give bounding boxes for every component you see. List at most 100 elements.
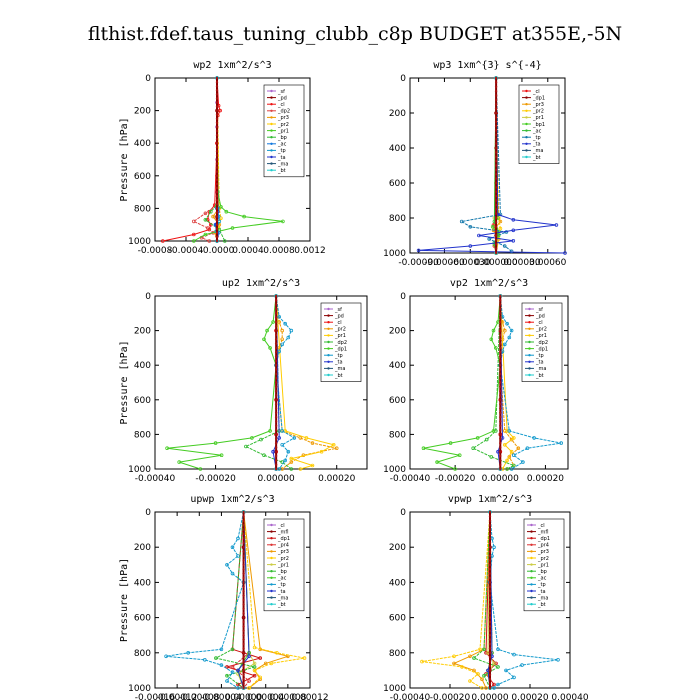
zero-line-marker xyxy=(242,616,245,619)
legend-entry: _pr1 xyxy=(532,115,544,121)
zero-line-marker xyxy=(499,294,502,298)
legend-entry: _ma xyxy=(537,595,548,601)
zero-line-marker xyxy=(215,154,219,157)
zero-line-marker xyxy=(499,385,502,388)
zero-line-marker xyxy=(274,307,278,311)
data-point xyxy=(230,670,235,674)
data-point xyxy=(502,342,507,347)
data-point xyxy=(509,437,514,442)
zero-line-marker xyxy=(215,105,219,108)
zero-line-marker xyxy=(488,550,492,553)
zero-line-marker xyxy=(499,325,502,328)
series-line xyxy=(499,295,515,470)
y-tick-label: 400 xyxy=(389,144,406,154)
legend-entry: _dp2 xyxy=(535,340,548,346)
zero-line-marker xyxy=(215,137,219,141)
legend-marker xyxy=(525,89,528,93)
zero-line-marker xyxy=(494,146,498,150)
zero-line-marker xyxy=(499,329,502,332)
data-point xyxy=(448,441,453,445)
zero-line-marker xyxy=(488,581,492,584)
data-point xyxy=(502,429,507,433)
zero-line-marker xyxy=(215,235,219,239)
legend-entry: _pr3 xyxy=(532,102,544,108)
series-line xyxy=(421,511,491,689)
data-point xyxy=(331,442,336,447)
data-point xyxy=(304,436,309,440)
zero-line-marker xyxy=(215,121,219,125)
x-tick-label: -0.00040 xyxy=(390,474,431,484)
data-point xyxy=(263,661,268,666)
zero-line-marker xyxy=(494,251,498,255)
zero-line-marker xyxy=(494,199,498,202)
x-tick-label: 0.00030 xyxy=(503,258,540,268)
zero-line-marker xyxy=(499,394,502,397)
zero-line-marker xyxy=(242,554,245,558)
zero-line-marker xyxy=(494,155,498,158)
zero-line-marker xyxy=(242,634,245,637)
zero-line-marker xyxy=(274,325,278,328)
zero-line-marker xyxy=(274,303,278,306)
legend-marker xyxy=(327,327,330,330)
data-point xyxy=(416,248,421,253)
series-bp xyxy=(203,76,227,243)
zero-line-marker xyxy=(242,686,245,690)
legend-entry: _bt xyxy=(277,168,286,174)
legend-marker xyxy=(270,556,273,560)
data-point xyxy=(452,661,456,666)
plot-frame xyxy=(154,77,311,242)
legend-entry: _bt xyxy=(334,373,343,379)
legend-entry: _pr2 xyxy=(532,109,544,115)
data-point xyxy=(280,429,285,433)
data-point xyxy=(262,337,266,342)
panel-2: wp3 1xm^{3} s^{-4}02004006008001000-0.00… xyxy=(383,60,567,268)
legend-entry: _cl xyxy=(535,320,543,326)
zero-line-marker xyxy=(494,103,498,106)
zero-line-marker xyxy=(242,519,245,522)
zero-line-marker xyxy=(215,239,219,243)
zero-line-marker xyxy=(488,576,492,580)
legend-entry: _ta xyxy=(532,142,541,148)
x-tick-label: 0.0012 xyxy=(294,246,326,256)
data-point xyxy=(492,545,496,549)
data-point xyxy=(177,460,182,464)
zero-line-marker xyxy=(494,221,498,224)
data-point xyxy=(265,328,269,333)
data-point xyxy=(310,441,315,445)
y-tick-label: 800 xyxy=(134,430,151,440)
legend-marker xyxy=(270,103,273,106)
data-point xyxy=(192,239,196,243)
legend-marker xyxy=(528,314,531,317)
legend-entry: _bp1 xyxy=(532,122,545,128)
y-tick-label: 200 xyxy=(389,327,406,337)
zero-line-marker xyxy=(242,515,245,518)
data-point xyxy=(252,668,257,673)
zero-line-marker xyxy=(274,402,278,406)
data-point xyxy=(482,673,486,678)
x-tick-label: 0.00020 xyxy=(318,474,355,484)
zero-line-marker xyxy=(274,389,278,393)
data-point xyxy=(277,314,282,319)
data-point xyxy=(520,663,524,667)
series-pr3 xyxy=(452,510,492,690)
data-point xyxy=(225,665,229,669)
x-tick-label: 0.00000 xyxy=(482,474,519,484)
zero-line-marker xyxy=(488,682,492,685)
zero-line-marker xyxy=(242,585,245,588)
legend-entry: _ma xyxy=(277,161,288,167)
legend-entry: _sf xyxy=(334,307,342,313)
legend-entry: _pr2 xyxy=(535,327,547,333)
legend: _cl_mfl_dp1_pr4_pr3_pr2_pr1_bp_ac_tp_ta_… xyxy=(263,518,305,612)
data-point xyxy=(236,554,240,558)
legend-entry: _ma xyxy=(334,366,345,372)
y-tick-label: 600 xyxy=(134,172,151,182)
data-point xyxy=(471,446,476,451)
zero-line-marker xyxy=(488,515,492,518)
legend-marker xyxy=(270,162,273,165)
data-point xyxy=(214,656,218,660)
legend-entry: _bp xyxy=(537,569,547,575)
legend-entry: _pr4 xyxy=(277,543,289,549)
data-point xyxy=(224,209,229,214)
legend-marker xyxy=(525,116,528,119)
data-point xyxy=(491,429,496,433)
